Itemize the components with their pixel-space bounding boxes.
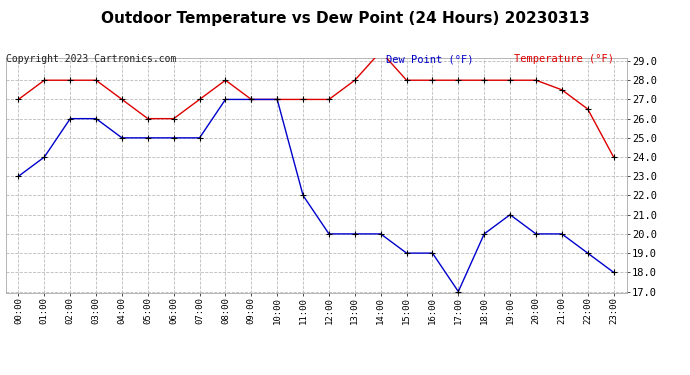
Text: Temperature (°F): Temperature (°F) <box>514 54 614 64</box>
Text: Copyright 2023 Cartronics.com: Copyright 2023 Cartronics.com <box>6 54 176 64</box>
Text: Dew Point (°F): Dew Point (°F) <box>386 54 474 64</box>
Text: Outdoor Temperature vs Dew Point (24 Hours) 20230313: Outdoor Temperature vs Dew Point (24 Hou… <box>101 11 589 26</box>
